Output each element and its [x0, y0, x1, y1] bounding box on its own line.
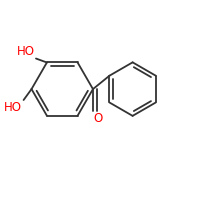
- Text: O: O: [94, 112, 103, 125]
- Text: HO: HO: [16, 45, 34, 58]
- Text: HO: HO: [4, 101, 22, 114]
